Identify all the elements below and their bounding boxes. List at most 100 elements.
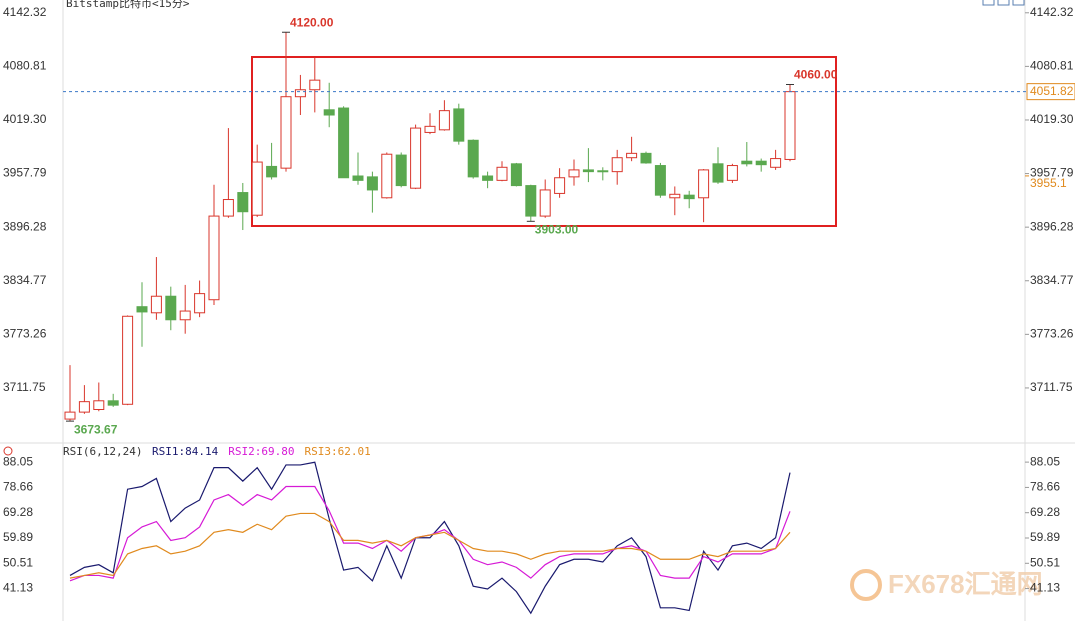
candle-body (496, 166, 508, 181)
candle-body (352, 175, 364, 181)
y-tick-label: 59.89 (1030, 530, 1060, 544)
y-tick-label: 3896.28 (1030, 219, 1074, 233)
legend-entry: RSI1:84.14 (152, 445, 219, 458)
candle-body (93, 400, 105, 411)
y-tick-label: 50.51 (3, 555, 33, 569)
candle-body (251, 161, 263, 216)
rsi-icon[interactable] (3, 446, 13, 456)
candle-body (611, 157, 623, 173)
candle-body (122, 315, 134, 405)
candle-body (410, 127, 422, 189)
candle-body (395, 154, 407, 187)
candle-body (280, 96, 292, 169)
candle-body (654, 165, 666, 196)
candle-body (510, 163, 522, 187)
y-tick-label: 69.28 (1030, 505, 1060, 519)
candle-body (683, 194, 695, 200)
rsi-line (69, 461, 791, 615)
y-tick-label: 4019.30 (3, 112, 47, 126)
icon[interactable] (1012, 0, 1025, 6)
candle-body (726, 165, 738, 181)
annotation-label: 4060.00 (794, 68, 838, 82)
y-tick-label: 4080.81 (3, 59, 47, 73)
candle-body (626, 152, 638, 159)
candle-body (640, 152, 652, 164)
annotation-label: 3903.00 (535, 222, 579, 236)
watermark: FX678汇通网 (888, 569, 1043, 599)
candle-body (784, 91, 796, 160)
y-tick-label: 50.51 (1030, 555, 1060, 569)
candle-body (712, 163, 724, 183)
y-tick-label: 4142.32 (1030, 5, 1074, 19)
y-tick-label: 4019.30 (1030, 112, 1074, 126)
candle-body (770, 158, 782, 168)
rsi-title: RSI(6,12,24) (63, 445, 142, 458)
candle-body (150, 295, 162, 314)
candle-body (582, 169, 594, 173)
candle-body (424, 125, 436, 133)
candle-body (438, 110, 450, 131)
y-tick-label: 41.13 (1030, 581, 1060, 595)
candle-body (136, 306, 148, 313)
y-tick-label: 88.05 (3, 454, 33, 468)
icon[interactable] (997, 0, 1010, 6)
watermark-logo (850, 569, 882, 601)
candle-body (338, 107, 350, 179)
candle-body (237, 192, 249, 213)
y-tick-label: 3773.26 (3, 327, 47, 341)
y-tick-label: 3957.79 (1030, 166, 1074, 180)
annotation-label: 4120.00 (290, 15, 334, 29)
candle-body (194, 293, 206, 314)
candle-body (568, 169, 580, 178)
candle-body (64, 411, 76, 420)
y-tick-label: 4142.32 (3, 5, 47, 19)
annotation-label: 3673.67 (74, 422, 118, 436)
y-tick-label: 78.66 (1030, 480, 1060, 494)
candle-body (467, 139, 479, 178)
candle-body (698, 169, 710, 199)
candle-body (309, 79, 321, 91)
y-tick-label: 3773.26 (1030, 327, 1074, 341)
candle-body (294, 89, 306, 98)
highlight-box (251, 56, 837, 227)
y-tick-label: 88.05 (1030, 454, 1060, 468)
candle-body (222, 199, 234, 217)
y-tick-label: 3834.77 (1030, 273, 1074, 287)
ref-price-label: 3955.1 (1030, 176, 1067, 190)
y-tick-label: 41.13 (3, 581, 33, 595)
y-tick-label: 78.66 (3, 480, 33, 494)
last-price-label: 4051.82 (1030, 84, 1074, 98)
candle-body (107, 400, 119, 406)
candle-body (554, 177, 566, 194)
y-tick-label: 3711.75 (3, 380, 46, 394)
last-price-box (1026, 83, 1075, 101)
candle-body (78, 401, 90, 413)
candle-body (741, 160, 753, 165)
y-tick-label: 3834.77 (3, 273, 47, 287)
chart-title: Bitstamp比特币<15分> (66, 0, 190, 10)
candle-body (323, 109, 335, 116)
candle-body (755, 160, 767, 166)
candle-body (539, 189, 551, 217)
y-tick-label: 3896.28 (3, 219, 47, 233)
y-tick-label: 69.28 (3, 505, 33, 519)
rsi-line (69, 512, 791, 579)
y-tick-label: 59.89 (3, 530, 33, 544)
candle-body (381, 153, 393, 199)
candle-body (669, 193, 681, 199)
candle-body (453, 108, 465, 142)
y-tick-label: 4080.81 (1030, 59, 1074, 73)
icon[interactable] (982, 0, 995, 6)
candle-body (179, 310, 191, 321)
candle-body (208, 215, 220, 301)
y-tick-label: 3957.79 (3, 166, 47, 180)
candle-body (266, 165, 278, 178)
candle-body (165, 295, 177, 321)
legend-entry: RSI2:69.80 (228, 445, 294, 458)
legend-entry: RSI3:62.01 (304, 445, 370, 458)
y-tick-label: 3711.75 (1030, 380, 1073, 394)
candle-body (597, 170, 609, 173)
candle-body (482, 175, 494, 181)
